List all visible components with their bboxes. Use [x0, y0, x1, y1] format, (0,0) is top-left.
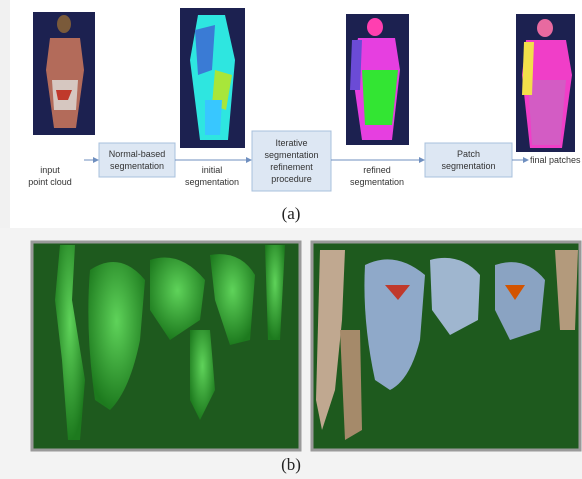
process-label: refinement [270, 162, 313, 172]
process-label: Patch [457, 149, 480, 159]
final-patches-image [516, 14, 575, 152]
stage-label: input [40, 165, 60, 175]
process-label: segmentation [264, 150, 318, 160]
initial-segmentation-image [180, 8, 245, 148]
caption: (a) [282, 204, 301, 223]
process-label: segmentation [441, 161, 495, 171]
panel-b-left-image [32, 242, 300, 450]
stage-label: refined [363, 165, 391, 175]
stage-label: point cloud [28, 177, 72, 187]
panel-b-right-image [312, 242, 580, 450]
figure: input point cloud initial segmentation refin… [0, 0, 582, 479]
process-label: procedure [271, 174, 312, 184]
caption: (b) [281, 455, 301, 474]
stage-label: initial [202, 165, 223, 175]
process-label: segmentation [110, 161, 164, 171]
refined-segmentation-image [346, 14, 409, 145]
stage-label: segmentation [350, 177, 404, 187]
process-label: Iterative [275, 138, 307, 148]
process-label: Normal-based [109, 149, 166, 159]
stage-label: segmentation [185, 177, 239, 187]
input-point-cloud-image [33, 12, 95, 135]
page: input point cloud initial segmentation refin… [0, 0, 582, 479]
stage-label: final patches [530, 155, 581, 165]
